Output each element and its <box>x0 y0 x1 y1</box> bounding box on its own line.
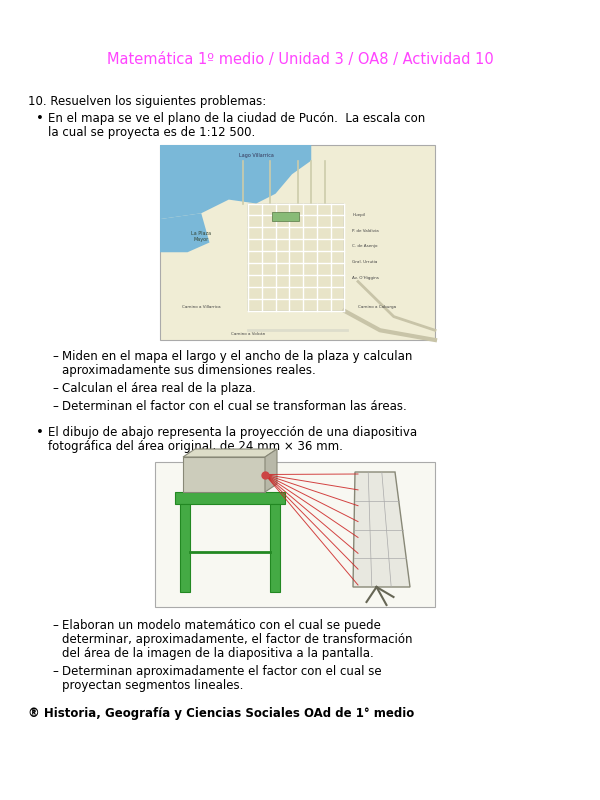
Text: Av. O'Higgins: Av. O'Higgins <box>353 276 379 280</box>
Text: •: • <box>36 112 44 125</box>
Bar <box>272 212 299 221</box>
Text: 10. Resuelven los siguientes problemas:: 10. Resuelven los siguientes problemas: <box>28 95 266 108</box>
Text: la cual se proyecta es de 1:12 500.: la cual se proyecta es de 1:12 500. <box>48 126 255 139</box>
Text: Camino a Villarrica: Camino a Villarrica <box>182 305 221 309</box>
Text: P. de Valdivia: P. de Valdivia <box>353 229 379 233</box>
Text: Calculan el área real de la plaza.: Calculan el área real de la plaza. <box>62 382 256 395</box>
Text: Elaboran un modelo matemático con el cual se puede: Elaboran un modelo matemático con el cua… <box>62 619 381 632</box>
Polygon shape <box>160 214 209 252</box>
Text: Camino a Volcán: Camino a Volcán <box>231 332 265 336</box>
Bar <box>270 504 280 592</box>
Bar <box>248 203 344 310</box>
Text: ® Historia, Geografía y Ciencias Sociales OAd de 1° medio: ® Historia, Geografía y Ciencias Sociale… <box>28 707 414 720</box>
Text: En el mapa se ve el plano de la ciudad de Pucón.  La escala con: En el mapa se ve el plano de la ciudad d… <box>48 112 425 125</box>
Text: Camino a Caburga: Camino a Caburga <box>358 305 396 309</box>
Text: El dibujo de abajo representa la proyección de una diapositiva: El dibujo de abajo representa la proyecc… <box>48 426 417 439</box>
Bar <box>175 492 285 504</box>
Text: Lago Villarrica: Lago Villarrica <box>239 153 274 158</box>
Text: Miden en el mapa el largo y el ancho de la plaza y calculan: Miden en el mapa el largo y el ancho de … <box>62 350 412 363</box>
Text: –: – <box>52 665 58 678</box>
Polygon shape <box>265 449 277 492</box>
Bar <box>183 457 265 492</box>
Polygon shape <box>183 449 277 457</box>
Text: Determinan aproximadamente el factor con el cual se: Determinan aproximadamente el factor con… <box>62 665 382 678</box>
Text: proyectan segmentos lineales.: proyectan segmentos lineales. <box>62 679 244 692</box>
Text: –: – <box>52 382 58 395</box>
Bar <box>180 504 190 592</box>
Text: fotográfica del área original, de 24 mm × 36 mm.: fotográfica del área original, de 24 mm … <box>48 440 343 453</box>
Bar <box>155 462 435 607</box>
Text: –: – <box>52 350 58 363</box>
Text: –: – <box>52 400 58 413</box>
Bar <box>160 145 435 340</box>
Polygon shape <box>353 472 410 587</box>
Text: •: • <box>36 426 44 439</box>
Text: Matemática 1º medio / Unidad 3 / OA8 / Actividad 10: Matemática 1º medio / Unidad 3 / OA8 / A… <box>107 52 493 67</box>
Text: C. de Asenjo: C. de Asenjo <box>353 245 378 249</box>
Polygon shape <box>160 145 311 219</box>
Text: del área de la imagen de la diapositiva a la pantalla.: del área de la imagen de la diapositiva … <box>62 647 374 660</box>
Text: Gral. Urrutia: Gral. Urrutia <box>353 260 378 264</box>
Text: determinar, aproximadamente, el factor de transformación: determinar, aproximadamente, el factor d… <box>62 633 413 646</box>
Text: Determinan el factor con el cual se transforman las áreas.: Determinan el factor con el cual se tran… <box>62 400 407 413</box>
Text: Huepil: Huepil <box>353 214 365 218</box>
Text: La Plaza
Mayor: La Plaza Mayor <box>191 230 211 242</box>
Text: –: – <box>52 619 58 632</box>
Text: aproximadamente sus dimensiones reales.: aproximadamente sus dimensiones reales. <box>62 364 316 377</box>
